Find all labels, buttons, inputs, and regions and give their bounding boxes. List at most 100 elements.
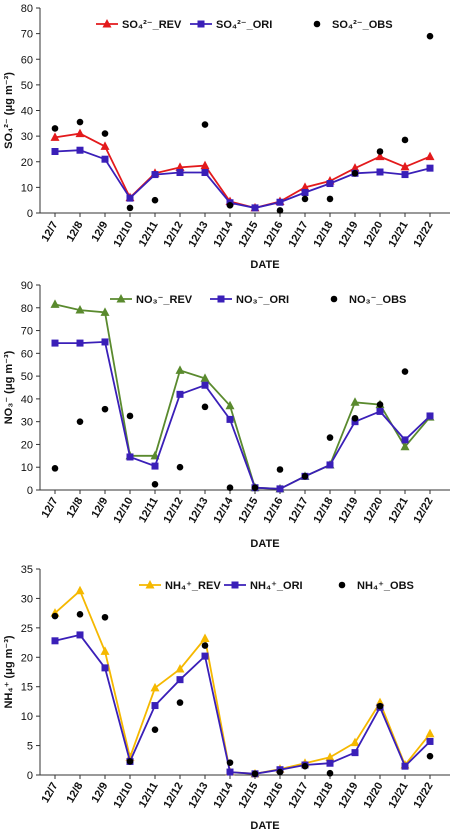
series-line	[54, 303, 431, 490]
y-tick-label: 70	[21, 29, 33, 41]
y-tick-label: 60	[21, 348, 33, 360]
data-point	[151, 726, 159, 733]
data-point	[176, 676, 184, 684]
data-point	[51, 612, 59, 620]
data-point	[376, 702, 384, 710]
legend-marker	[116, 294, 126, 303]
data-point	[151, 196, 159, 204]
data-point	[126, 758, 134, 765]
data-point	[201, 642, 209, 649]
data-point	[226, 202, 234, 209]
data-point	[300, 182, 310, 191]
x-tick-label: 12/19	[336, 220, 360, 250]
data-point	[301, 762, 309, 770]
x-tick-label: 12/12	[161, 220, 185, 250]
data-point	[126, 194, 134, 202]
data-point	[151, 702, 159, 710]
x-axis-title: DATE	[250, 538, 279, 550]
x-axis-title: DATE	[250, 820, 279, 832]
y-tick-label: 70	[21, 326, 33, 338]
x-tick-label: 12/9	[89, 220, 110, 245]
data-point	[101, 405, 109, 413]
legend-marker	[217, 295, 225, 303]
data-point	[101, 130, 109, 137]
data-point	[75, 128, 85, 138]
data-point	[200, 373, 210, 382]
data-point	[426, 32, 434, 40]
data-point	[101, 664, 109, 672]
legend-label: SO₄²⁻_ORI	[216, 19, 272, 31]
data-point	[101, 338, 109, 346]
data-point	[376, 407, 384, 415]
data-point	[351, 169, 359, 177]
data-point	[201, 403, 209, 411]
y-tick-label: 80	[21, 303, 33, 315]
x-tick-label: 12/11	[137, 220, 161, 249]
x-tick-label: 12/21	[386, 781, 410, 811]
x-tick-label: 12/22	[411, 781, 435, 811]
legend-marker	[330, 295, 338, 303]
data-point	[51, 125, 59, 132]
x-tick-label: 12/14	[211, 495, 236, 526]
data-point	[426, 164, 434, 172]
x-tick-label: 12/16	[261, 220, 285, 250]
x-tick-label: 12/13	[186, 781, 210, 811]
legend-label: NH₄⁺_REV	[165, 580, 221, 592]
legend-entry-3: NO₃⁻_OBS	[330, 294, 406, 306]
legend-marker	[145, 580, 155, 589]
data-point	[251, 484, 259, 492]
data-point	[276, 768, 284, 776]
y-axis-title: NH₄⁺ (μg m⁻³)	[3, 635, 15, 708]
x-tick-label: 12/15	[236, 496, 260, 526]
data-point	[51, 339, 59, 347]
data-point	[51, 465, 59, 472]
series-line	[54, 149, 431, 209]
legend-entry-2: NH₄⁺_ORI	[224, 580, 303, 592]
legend-entry-3: SO₄²⁻_OBS	[313, 19, 393, 31]
x-tick-label: 12/9	[89, 496, 110, 521]
series-line	[55, 340, 431, 490]
data-point	[350, 737, 360, 747]
series-1	[50, 299, 435, 493]
data-point	[50, 299, 60, 308]
y-tick-label: 5	[27, 741, 33, 753]
data-point	[100, 646, 110, 655]
y-tick-label: 40	[21, 106, 33, 118]
legend-marker	[313, 20, 321, 28]
data-point	[75, 305, 85, 314]
data-point	[51, 637, 59, 645]
data-point	[376, 401, 384, 408]
data-point	[226, 484, 234, 492]
legend-label: NO₃⁻_REV	[136, 294, 193, 306]
x-tick-label: 12/11	[137, 781, 161, 810]
series-3	[51, 32, 434, 214]
y-tick-label: 40	[21, 394, 33, 406]
data-point	[76, 118, 84, 126]
x-tick-label: 12/19	[336, 496, 360, 526]
x-tick-label: 12/22	[411, 496, 435, 526]
data-point	[100, 307, 110, 316]
data-point	[76, 418, 84, 425]
data-point	[301, 195, 309, 203]
data-point	[176, 699, 184, 706]
y-tick-label: 10	[21, 462, 33, 474]
y-tick-label: 0	[27, 770, 33, 782]
data-point	[401, 436, 409, 444]
x-tick-label: 12/8	[64, 781, 85, 806]
data-point	[301, 473, 309, 480]
data-point	[276, 485, 284, 493]
legend-marker	[231, 581, 239, 589]
data-point	[401, 136, 409, 144]
x-tick-label: 12/17	[286, 781, 310, 811]
data-point	[126, 204, 134, 212]
x-tick-label: 12/7	[39, 781, 60, 806]
x-tick-label: 12/20	[361, 496, 385, 526]
data-point	[76, 339, 84, 347]
y-tick-label: 15	[21, 682, 33, 694]
data-point	[276, 198, 284, 206]
x-tick-label: 12/16	[261, 781, 285, 811]
data-point	[375, 151, 385, 161]
